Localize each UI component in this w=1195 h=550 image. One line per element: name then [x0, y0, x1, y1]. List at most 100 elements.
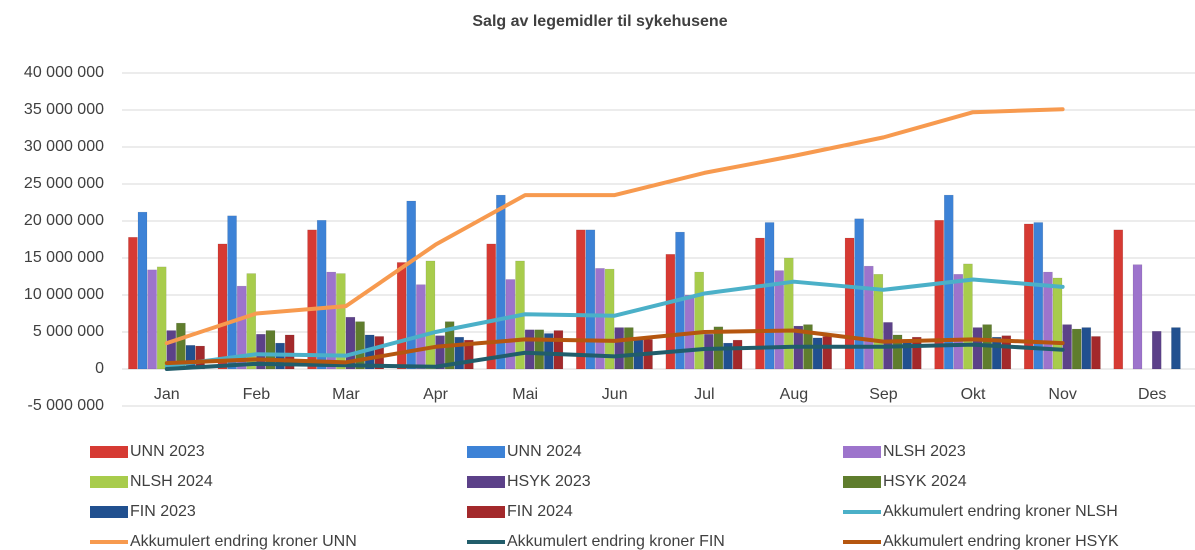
bar: [307, 229, 317, 370]
bar: [704, 333, 714, 370]
bar: [284, 334, 295, 370]
legend-swatch: [467, 446, 505, 458]
bar: [844, 237, 855, 370]
bar: [1132, 264, 1143, 370]
bar: [1052, 277, 1063, 370]
bar: [822, 336, 832, 370]
legend-label: FIN 2024: [507, 503, 573, 520]
bar: [1001, 335, 1012, 370]
bar: [534, 329, 544, 370]
legend-label: HSYK 2023: [507, 473, 591, 490]
bar: [784, 257, 794, 370]
bar: [128, 237, 138, 370]
bar: [524, 329, 535, 370]
legend-swatch: [90, 476, 128, 488]
bar: [1023, 223, 1034, 370]
bar: [246, 273, 257, 370]
bar: [435, 335, 445, 370]
x-tick-label: Sep: [869, 386, 898, 403]
legend-label: Akkumulert endring kroner HSYK: [883, 533, 1119, 550]
y-tick-label: -5 000 000: [27, 397, 104, 414]
y-tick-label: 10 000 000: [24, 286, 104, 303]
x-tick-label: Jul: [694, 386, 714, 403]
y-tick-label: 30 000 000: [24, 138, 104, 155]
legend-swatch: [467, 506, 505, 518]
bar: [953, 274, 964, 370]
y-tick-label: 35 000 000: [24, 101, 104, 118]
line: [164, 107, 1065, 346]
bar: [425, 260, 436, 370]
bar: [496, 194, 506, 370]
bar: [396, 262, 407, 370]
chart-title: Salg av legemidler til sykehusene: [472, 13, 727, 30]
bar: [991, 336, 1002, 370]
bar: [764, 222, 775, 370]
x-tick-label: Mai: [512, 386, 538, 403]
bar: [1113, 229, 1124, 370]
bar: [614, 327, 624, 370]
bar: [812, 337, 823, 370]
bar: [972, 327, 983, 370]
bar: [227, 215, 237, 370]
x-tick-label: Nov: [1048, 386, 1076, 403]
legend-label: Akkumulert endring kroner UNN: [130, 533, 357, 550]
bar: [156, 266, 167, 370]
bar: [147, 269, 157, 370]
bar: [873, 274, 884, 370]
legend-swatch: [90, 446, 128, 458]
legend-label: Akkumulert endring kroner FIN: [507, 533, 725, 550]
bar: [454, 336, 464, 370]
bar: [1043, 271, 1053, 370]
bar: [236, 285, 247, 370]
bar: [1081, 327, 1092, 370]
y-tick-label: 0: [95, 360, 104, 377]
bar: [1091, 336, 1101, 370]
bar: [864, 265, 874, 370]
bar: [486, 243, 496, 370]
bar: [316, 220, 327, 370]
bar: [1033, 222, 1044, 370]
legend-label: NLSH 2023: [883, 443, 966, 460]
bar: [1151, 331, 1162, 370]
bar: [416, 284, 426, 370]
line: [164, 328, 1065, 366]
bar: [595, 268, 605, 370]
y-tick-label: 25 000 000: [24, 175, 104, 192]
y-tick-label: 20 000 000: [24, 212, 104, 229]
bar: [755, 237, 765, 370]
x-tick-label: Des: [1138, 386, 1166, 403]
bar: [934, 220, 944, 370]
bar: [963, 263, 973, 370]
bar: [345, 316, 356, 370]
y-tick-label: 5 000 000: [33, 323, 104, 340]
legend-label: Akkumulert endring kroner NLSH: [883, 503, 1118, 520]
bar: [892, 334, 903, 370]
bar: [912, 336, 922, 370]
x-tick-label: Jan: [154, 386, 180, 403]
bar: [406, 200, 416, 370]
legend-swatch: [843, 446, 881, 458]
x-tick-label: Aug: [780, 386, 808, 403]
bar: [604, 268, 615, 370]
bar: [544, 333, 554, 370]
bar: [326, 271, 337, 370]
legend-label: HSYK 2024: [883, 473, 967, 490]
bar: [1071, 328, 1082, 370]
bar: [1062, 324, 1072, 370]
bar: [854, 218, 864, 370]
bar: [694, 271, 704, 370]
legend-label: FIN 2023: [130, 503, 196, 520]
legend-swatch: [843, 476, 881, 488]
bar: [336, 273, 346, 370]
x-tick-label: Apr: [423, 386, 449, 403]
x-tick-label: Jun: [602, 386, 628, 403]
x-tick-label: Feb: [243, 386, 271, 403]
x-tick-label: Okt: [961, 386, 986, 403]
bar: [585, 229, 596, 370]
bar: [624, 327, 634, 370]
bar: [217, 243, 228, 370]
bar: [576, 229, 586, 370]
y-tick-label: 15 000 000: [24, 249, 104, 266]
bar: [505, 279, 516, 370]
